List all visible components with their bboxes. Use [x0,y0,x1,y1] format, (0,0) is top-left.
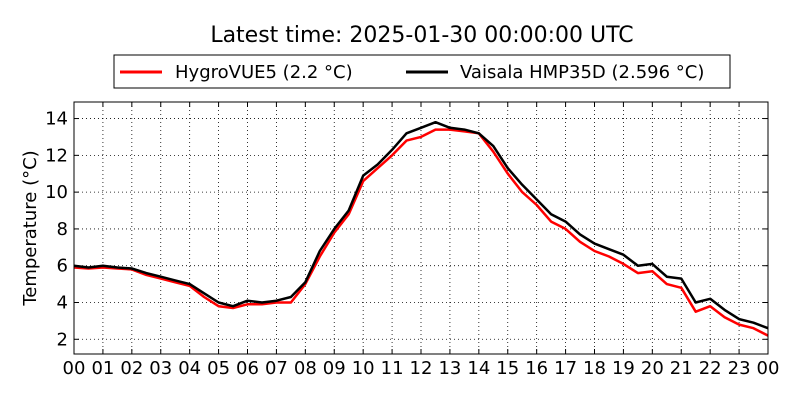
plot-frame [73,101,769,355]
y-axis-label: Temperature (°C) [20,150,41,306]
series-lines [73,120,769,337]
x-tick-label: 20 [641,358,664,379]
x-tick-label: 06 [236,358,259,379]
legend-label-hygrovue5: HygroVUE5 (2.2 °C) [175,62,353,83]
x-tick-label: 04 [178,358,201,379]
x-tick-label: 23 [728,358,751,379]
chart-title: Latest time: 2025-01-30 00:00:00 UTC [210,23,633,48]
x-tick-label: 02 [120,358,143,379]
x-tick-label: 08 [294,358,317,379]
x-tick-label: 10 [352,358,375,379]
y-tick-label: 10 [45,182,68,203]
x-tick-label: 13 [438,358,461,379]
x-tick-label: 18 [583,358,606,379]
x-tick-label: 07 [265,358,288,379]
y-tick-label: 6 [57,256,68,277]
x-tick-label: 16 [525,358,548,379]
series-line-hygrovue5 [73,128,769,337]
x-tick-label: 19 [612,358,635,379]
legend: HygroVUE5 (2.2 °C) Vaisala HMP35D (2.596… [113,54,731,89]
legend-label-vaisala: Vaisala HMP35D (2.596 °C) [460,62,704,83]
x-tick-label: 09 [323,358,346,379]
y-axis: 2 4 6 8 10 12 14 [45,109,768,350]
series-line-vaisala [73,120,769,330]
x-tick-label: 17 [554,358,577,379]
x-axis: 00 01 02 03 04 05 06 07 08 09 10 11 12 13 14 15 16 17 18 19… [63,102,780,379]
grid [74,102,768,354]
x-tick-label: 14 [467,358,490,379]
x-tick-label: 03 [149,358,172,379]
x-tick-label: 00 [757,358,780,379]
x-tick-label: 21 [670,358,693,379]
y-tick-label: 8 [57,219,68,240]
x-tick-label: 00 [63,358,86,379]
y-tick-label: 12 [45,145,68,166]
x-tick-label: 11 [381,358,404,379]
x-tick-label: 01 [91,358,114,379]
y-tick-label: 2 [57,329,68,350]
x-tick-label: 12 [410,358,433,379]
y-tick-label: 4 [57,292,68,313]
x-tick-label: 05 [207,358,230,379]
x-tick-label: 15 [496,358,519,379]
y-tick-label: 14 [45,109,68,130]
x-tick-label: 22 [699,358,722,379]
